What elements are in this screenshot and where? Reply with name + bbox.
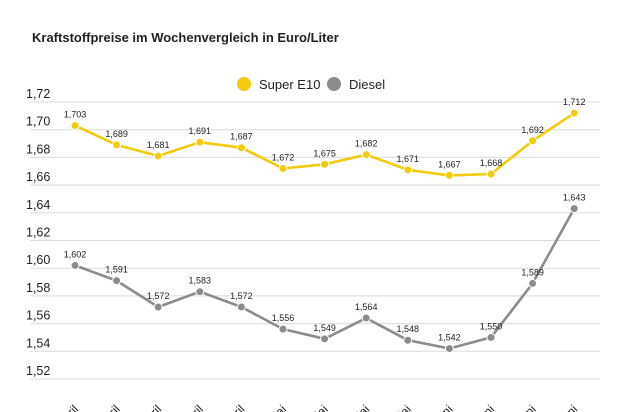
data-point <box>195 287 205 297</box>
legend-marker <box>327 77 341 91</box>
legend-label: Diesel <box>349 77 385 92</box>
x-tick-label: April <box>221 402 248 412</box>
data-point <box>403 335 413 345</box>
x-tick-label: Juni <box>472 402 497 412</box>
data-point <box>153 151 163 161</box>
data-point <box>361 313 371 323</box>
x-tick-label: Juni <box>513 402 538 412</box>
data-point <box>361 150 371 160</box>
y-tick-label: 1,72 <box>26 87 50 101</box>
data-point <box>569 108 579 118</box>
y-tick-label: 1,60 <box>26 253 50 267</box>
x-tick-label: April <box>54 402 81 412</box>
data-label: 1,712 <box>563 97 586 107</box>
data-point <box>486 169 496 179</box>
chart-title: Kraftstoffpreise im Wochenvergleich in E… <box>32 30 339 45</box>
data-label: 1,682 <box>355 139 378 149</box>
data-label: 1,672 <box>272 152 295 162</box>
data-point <box>70 121 80 131</box>
data-label: 1,542 <box>438 333 461 343</box>
x-tick-label: Mai <box>266 402 290 412</box>
data-point <box>195 137 205 147</box>
y-tick-label: 1,56 <box>26 309 50 323</box>
data-label: 1,692 <box>521 125 544 135</box>
legend-marker <box>237 77 251 91</box>
data-label: 1,668 <box>480 158 503 168</box>
data-label: 1,548 <box>397 324 420 334</box>
data-point <box>528 136 538 146</box>
data-label: 1,564 <box>355 302 378 312</box>
data-label: 1,549 <box>313 323 336 333</box>
x-tick-label: April <box>179 402 206 412</box>
data-point <box>112 140 122 150</box>
y-tick-label: 1,54 <box>26 336 50 350</box>
y-tick-label: 1,52 <box>26 364 50 378</box>
data-label: 1,681 <box>147 140 170 150</box>
data-point <box>444 344 454 354</box>
data-label: 1,667 <box>438 159 461 169</box>
y-tick-label: 1,64 <box>26 198 50 212</box>
data-point <box>444 170 454 180</box>
data-point <box>153 302 163 312</box>
y-tick-label: 1,62 <box>26 226 50 240</box>
data-point <box>236 302 246 312</box>
data-label: 1,602 <box>64 249 87 259</box>
data-label: 1,689 <box>105 129 128 139</box>
data-point <box>320 334 330 344</box>
data-label: 1,589 <box>521 267 544 277</box>
data-label: 1,572 <box>230 291 253 301</box>
data-label: 1,556 <box>272 313 295 323</box>
y-tick-label: 1,58 <box>26 281 50 295</box>
data-label: 1,572 <box>147 291 170 301</box>
data-point <box>569 204 579 214</box>
data-point <box>70 260 80 270</box>
data-label: 1,703 <box>64 110 87 120</box>
data-label: 1,671 <box>397 154 420 164</box>
data-label: 1,675 <box>313 148 336 158</box>
y-tick-label: 1,66 <box>26 170 50 184</box>
data-label: 1,691 <box>189 126 212 136</box>
x-tick-label: Juni <box>555 402 580 412</box>
data-point <box>320 159 330 169</box>
legend-label: Super E10 <box>259 77 320 92</box>
data-point <box>112 276 122 286</box>
x-tick-label: April <box>137 402 164 412</box>
data-point <box>486 332 496 342</box>
data-point <box>528 278 538 288</box>
data-point <box>403 165 413 175</box>
x-tick-label: Juni <box>430 402 455 412</box>
data-label: 1,550 <box>480 321 503 331</box>
x-tick-label: Mai <box>307 402 331 412</box>
data-label: 1,643 <box>563 193 586 203</box>
data-point <box>278 163 288 173</box>
data-point <box>278 324 288 334</box>
data-point <box>236 143 246 153</box>
x-tick-label: April <box>96 402 123 412</box>
data-label: 1,687 <box>230 132 253 142</box>
data-label: 1,591 <box>105 265 128 275</box>
y-tick-label: 1,68 <box>26 142 50 156</box>
y-tick-label: 1,70 <box>26 115 50 129</box>
x-tick-label: Mai <box>349 402 373 412</box>
x-tick-label: Mai <box>390 402 414 412</box>
data-label: 1,583 <box>189 276 212 286</box>
